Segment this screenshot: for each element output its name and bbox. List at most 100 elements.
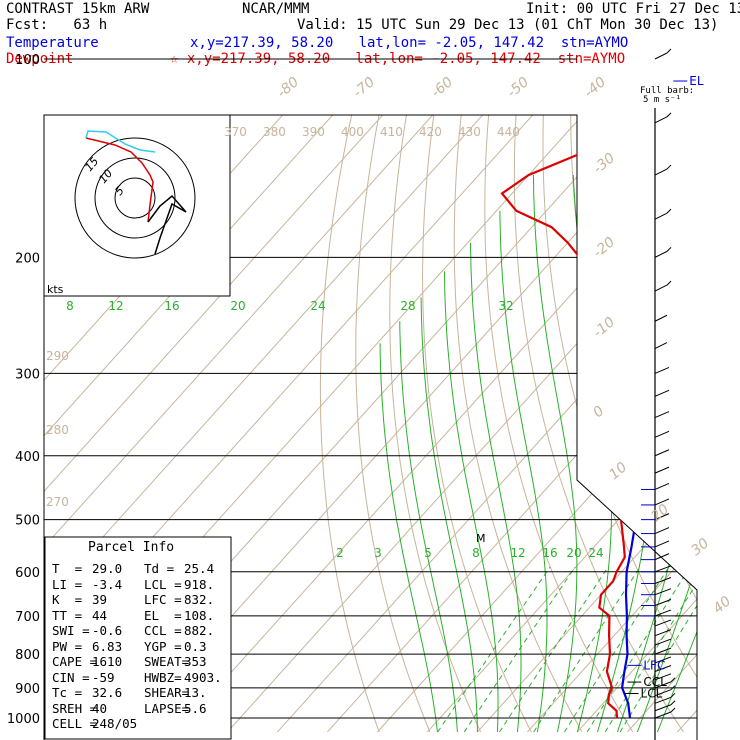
parcel-cell: 1610: [92, 654, 123, 669]
parcel-cell: SWEAT=: [144, 654, 190, 669]
parcel-cell: -0.6: [92, 623, 123, 638]
wind-barb-flag: [666, 208, 672, 214]
wind-barb-flag: [666, 48, 672, 54]
theta-label: 400: [341, 125, 364, 139]
pressure-tick-label: 700: [15, 610, 40, 625]
dry-adiabat: [319, 115, 380, 733]
parcel-cell: 29.0: [92, 561, 123, 576]
parcel-cell: Tc =: [52, 685, 83, 700]
isotherm-label: -30: [590, 150, 618, 177]
moist-adiabat: [499, 210, 548, 733]
mixing-ratio-line: [437, 566, 551, 733]
mixing-ratio-label: 24: [310, 299, 325, 313]
moist-adiabat: [572, 174, 612, 733]
wind-barb-flag: [666, 112, 672, 118]
mixing-ratio-line: [564, 566, 670, 733]
moist-adiabat: [470, 242, 522, 733]
wind-barb-flag: [666, 280, 672, 286]
wind-barb-flag: [670, 685, 676, 691]
parcel-cell: T =: [52, 561, 83, 576]
isotherm-line: [44, 115, 361, 733]
wind-barb: [654, 527, 670, 535]
parcel-cell: HWBZ=: [144, 669, 182, 685]
mixing-ratio-label: 12: [108, 299, 123, 313]
parcel-cell: 832.: [184, 592, 215, 607]
wind-barb: [654, 696, 672, 704]
isotherm-line: [44, 115, 561, 733]
hodograph-ring: [74, 137, 196, 259]
isotherm-line: [627, 115, 697, 733]
parcel-cell: LFC =: [144, 592, 182, 607]
isotherm-line: [227, 115, 697, 733]
lcl-level-label: LCL: [641, 687, 663, 701]
wind-barb: [654, 466, 670, 474]
isotherm-line: [177, 115, 697, 733]
parcel-cell: 5.6: [184, 700, 207, 716]
parcel-cell: CIN =: [52, 669, 90, 685]
mixing-ratio-label: 8: [66, 299, 74, 313]
parcel-cell: CELL =: [52, 716, 98, 731]
pressure-tick-label: 100: [15, 53, 40, 68]
isotherm-line: [427, 115, 697, 733]
isotherm-label: 10: [606, 459, 630, 483]
parcel-cell: TT =: [52, 607, 83, 623]
parcel-cell: LI =: [52, 576, 83, 592]
theta-label: 420: [419, 125, 442, 139]
pressure-tick-label: 900: [15, 682, 40, 697]
dry-adiabat: [355, 115, 431, 733]
theta-label: 430: [458, 125, 481, 139]
wind-barb: [654, 52, 668, 60]
dry-adiabat: [513, 115, 684, 733]
model-title: CONTRAST 15km ARW: [6, 1, 150, 17]
moist-adiabat: [596, 174, 653, 733]
parcel-cell: CCL =: [144, 623, 182, 638]
wind-barb: [654, 577, 672, 584]
ccl-level-label: CCL: [643, 675, 667, 689]
wind-barb: [654, 681, 672, 689]
wind-barb: [654, 638, 672, 646]
mixing-ratio-line: [586, 566, 691, 733]
wind-barb: [654, 366, 670, 374]
theta-label: 440: [497, 125, 520, 139]
wind-barb: [654, 449, 670, 457]
parcel-info-panel: Parcel Info T = 29.0 Td = 25.4 LI = -3.4 LCL =…: [48, 540, 234, 731]
dry-adiabat: [649, 115, 697, 733]
isotherm-label: -40: [581, 74, 609, 101]
wind-barb: [654, 168, 668, 176]
wind-barb: [654, 342, 668, 349]
init-time: Init: 00 UTC Fri 27 Dec 13: [526, 1, 740, 17]
parcel-cell: LAPSE=: [144, 700, 190, 716]
isotherm-label: 30: [688, 535, 712, 559]
mixing-ratio-label: 12: [510, 546, 525, 560]
dry-adiabat: [623, 115, 697, 733]
parcel-cell: 918.: [184, 576, 215, 592]
forecast-hour: Fcst: 63 h: [6, 17, 108, 33]
isotherm-line: [677, 115, 697, 733]
wind-barb: [654, 647, 672, 655]
theta-label: 380: [263, 125, 286, 139]
dry-adiabat: [484, 115, 634, 733]
mixing-ratio-line: [463, 566, 576, 733]
barb-key-line1: Full barb:: [640, 86, 695, 96]
wind-barb-flag: [670, 692, 676, 698]
moist-adiabat: [399, 321, 458, 733]
parcel-cell: 40: [92, 700, 108, 716]
theta-label: 410: [380, 125, 403, 139]
wind-barb: [654, 673, 672, 681]
dry-adiabat: [453, 115, 583, 733]
isotherm-line: [477, 115, 697, 733]
parcel-cell: SHEAR=: [144, 685, 190, 700]
isotherm-line: [577, 115, 697, 733]
wind-barb: [654, 212, 668, 220]
hodograph-box: [43, 114, 231, 297]
m-level-label: M: [476, 532, 486, 545]
mixing-ratio-line: [533, 566, 641, 733]
parcel-cell: 39: [92, 592, 108, 607]
hodograph-trace-lower: [147, 194, 187, 255]
isotherm-label: -20: [590, 234, 618, 261]
wind-barb: [654, 609, 672, 617]
mixing-ratio-label: 20: [230, 299, 245, 313]
moist-adiabat: [444, 271, 499, 733]
wind-barb: [654, 513, 670, 521]
hodograph-ring: [114, 177, 156, 219]
